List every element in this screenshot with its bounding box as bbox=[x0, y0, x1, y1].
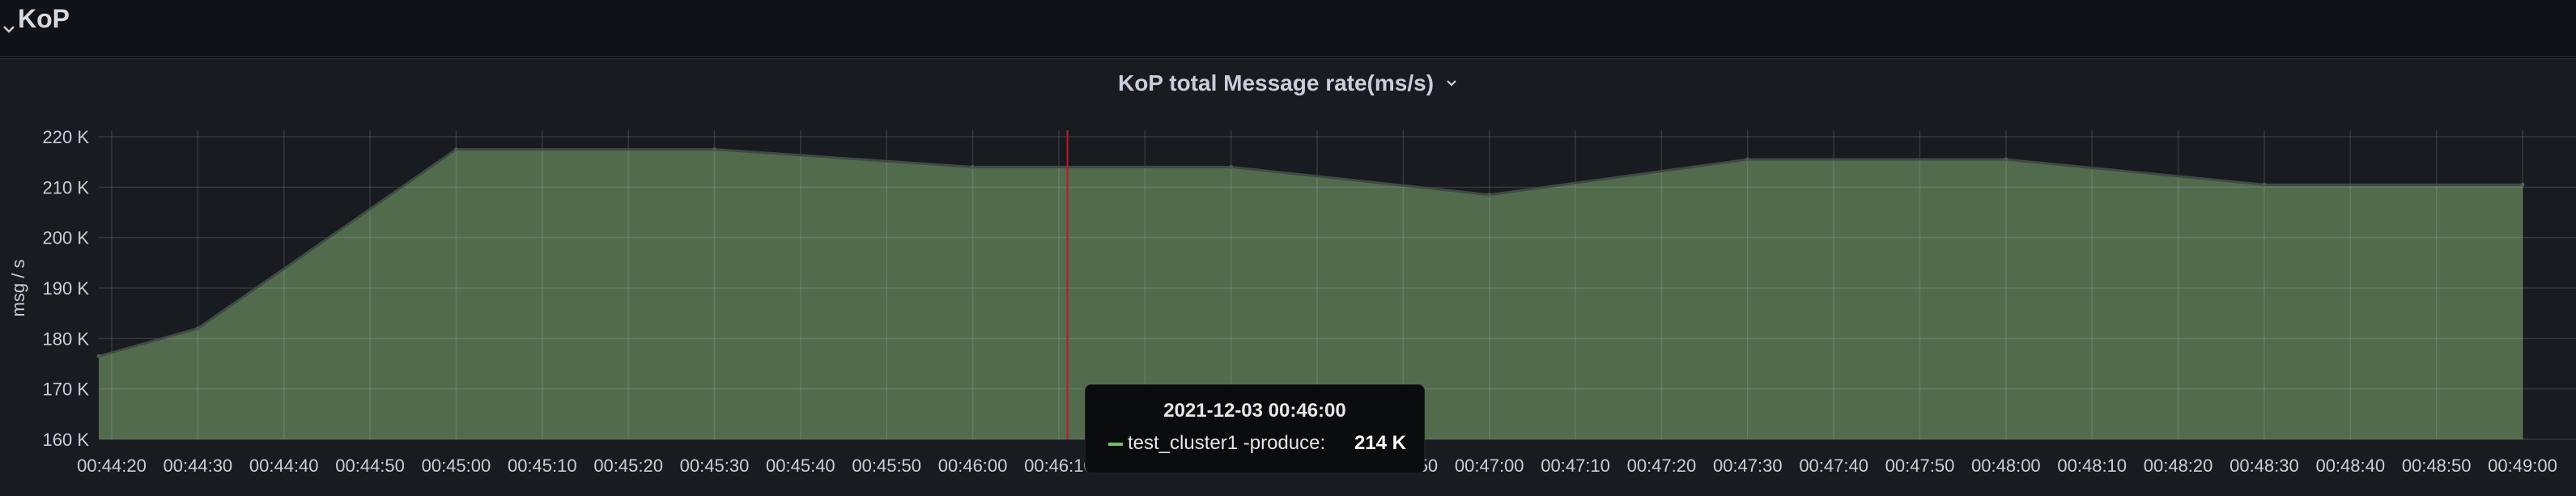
x-tick-label: 00:47:00 bbox=[1455, 456, 1524, 476]
x-tick-label: 00:45:00 bbox=[422, 456, 491, 476]
x-tick-label: 00:47:20 bbox=[1627, 456, 1697, 476]
x-tick-label: 00:44:40 bbox=[249, 456, 319, 476]
data-point bbox=[2004, 157, 2009, 162]
chevron-down-icon[interactable] bbox=[2, 23, 16, 35]
y-tick-label: 210 K bbox=[43, 177, 90, 197]
x-tick-label: 00:45:30 bbox=[680, 456, 750, 476]
y-axis-label: msg / s bbox=[8, 260, 28, 317]
graph-panel: 160 K 170 K 180 K 190 K 200 K 210 K 220 K 00:44… bbox=[0, 58, 2576, 496]
x-tick-label: 00:48:40 bbox=[2315, 456, 2385, 476]
x-tick-label: 00:46:10 bbox=[1024, 456, 1094, 476]
chart-svg[interactable]: 160 K 170 K 180 K 190 K 200 K 210 K 220 K 00:44… bbox=[0, 59, 2576, 496]
y-tick-label: 180 K bbox=[43, 329, 90, 349]
y-tick-label: 190 K bbox=[43, 278, 90, 299]
panel-title-text: KoP total Message rate(ms/s) bbox=[1117, 70, 1435, 95]
x-tick-label: 00:44:50 bbox=[335, 456, 405, 476]
tooltip-series-swatch bbox=[1108, 443, 1123, 446]
panel-title[interactable]: KoP total Message rate(ms/s) bbox=[0, 70, 2576, 96]
x-tick-label: 00:48:50 bbox=[2402, 456, 2472, 476]
y-tick-label: 170 K bbox=[43, 379, 90, 400]
x-tick-label: 00:44:30 bbox=[164, 456, 233, 476]
data-point bbox=[1745, 157, 1750, 162]
data-point bbox=[712, 147, 716, 152]
x-tick-label: 00:48:10 bbox=[2057, 456, 2127, 476]
data-point bbox=[195, 326, 200, 331]
x-tick-label: 00:48:20 bbox=[2144, 456, 2213, 476]
data-point bbox=[971, 164, 976, 169]
tooltip-time: 2021-12-03 00:46:00 bbox=[1163, 400, 1346, 422]
series-area bbox=[99, 149, 2523, 439]
data-point bbox=[2262, 182, 2267, 187]
data-point bbox=[96, 354, 101, 358]
x-tick-label: 00:45:40 bbox=[766, 456, 835, 476]
row-header[interactable]: KoP bbox=[0, 0, 2576, 57]
x-tick-label: 00:45:10 bbox=[508, 456, 577, 476]
y-tick-label: 220 K bbox=[43, 127, 90, 147]
x-tick-label: 00:44:20 bbox=[77, 456, 147, 476]
data-point bbox=[453, 147, 458, 152]
data-point bbox=[2520, 182, 2525, 187]
x-tick-label: 00:47:10 bbox=[1541, 456, 1610, 476]
x-tick-label: 00:48:30 bbox=[2230, 456, 2299, 476]
data-point bbox=[1487, 193, 1492, 197]
x-tick-label: 00:47:50 bbox=[1885, 456, 1955, 476]
data-point bbox=[1229, 164, 1234, 169]
x-tick-label: 00:45:50 bbox=[852, 456, 921, 476]
row-title: KoP bbox=[18, 4, 70, 33]
x-tick-label: 00:47:30 bbox=[1713, 456, 1783, 476]
y-tick-label: 200 K bbox=[43, 228, 90, 248]
x-tick-label: 00:46:00 bbox=[938, 456, 1008, 476]
x-tick-label: 00:48:00 bbox=[1971, 456, 2041, 476]
tooltip-value: 214 K bbox=[1354, 432, 1406, 454]
hover-tooltip: 2021-12-03 00:46:00 test_cluster1 -produ… bbox=[1085, 384, 1425, 473]
tooltip-series-name: test_cluster1 -produce: bbox=[1128, 432, 1326, 454]
x-tick-label: 00:49:00 bbox=[2488, 456, 2557, 476]
x-tick-label: 00:45:20 bbox=[593, 456, 663, 476]
y-tick-label: 160 K bbox=[43, 430, 90, 450]
chevron-down-icon bbox=[1447, 80, 1456, 87]
x-tick-label: 00:47:40 bbox=[1799, 456, 1868, 476]
